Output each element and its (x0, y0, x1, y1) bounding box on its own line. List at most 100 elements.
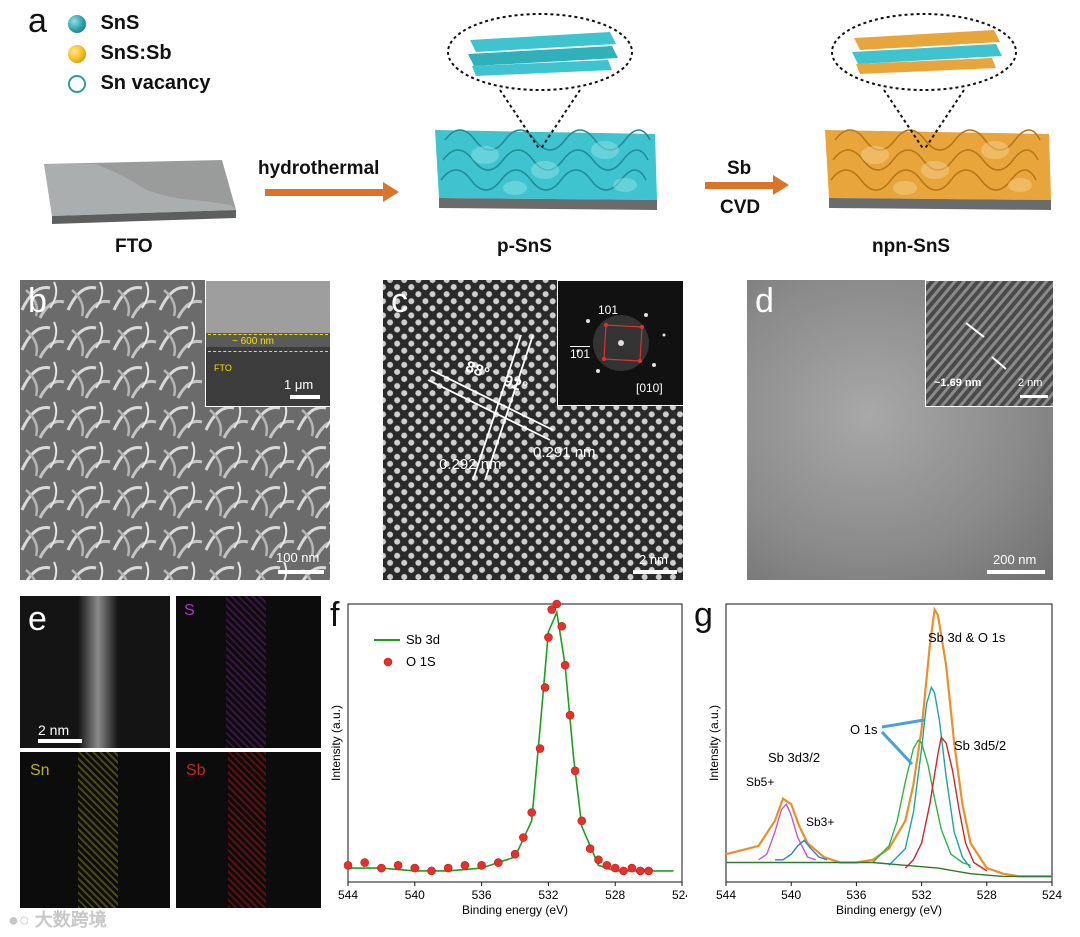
data-point (635, 866, 645, 876)
legend-label-sb3d: Sb 3d (406, 632, 440, 647)
data-point (393, 861, 403, 870)
hrtem-scale-bar (633, 570, 677, 574)
x-tick-label: 536 (472, 888, 492, 902)
panel-a-label: a (28, 2, 47, 40)
eds-sb-label: Sb (186, 762, 206, 779)
data-point (552, 599, 562, 609)
data-point (560, 660, 570, 670)
watermark-logo: ●○ 大数跨境 (8, 910, 107, 930)
x-axis-label: Binding energy (eV) (462, 903, 568, 917)
data-point (343, 861, 353, 870)
legend-sns: SnS (68, 12, 139, 35)
npn-sns-zoom-bubble (831, 13, 1017, 151)
x-tick-label: 528 (605, 888, 625, 902)
tem-inset: ~1.69 nm 2 nm (925, 280, 1053, 407)
arrow1-shaft (265, 189, 383, 196)
fto-substrate (44, 160, 236, 224)
eds-map-sb: Sb (176, 752, 321, 908)
data-point (557, 621, 567, 631)
series-line (726, 861, 1052, 878)
x-tick-label: 528 (977, 888, 997, 902)
p-sns-film (435, 129, 657, 210)
sem-scale-text: 100 nm (276, 550, 320, 565)
tem-image: d ~1.69 nm 2 nm 200 nm (747, 280, 1053, 580)
legend-snssb: SnS:Sb (68, 42, 172, 65)
o1s-arrow-2 (880, 730, 914, 766)
data-point (410, 863, 420, 873)
tem-scale-text: 200 nm (993, 552, 1037, 567)
series-line (774, 839, 828, 861)
fft-zone-axis: [010] (636, 381, 663, 395)
fringe-spacing-label: ~1.69 nm (934, 377, 982, 389)
annotation-sb3plus: Sb3+ (806, 815, 834, 829)
x-tick-label: 536 (846, 888, 866, 902)
fft-inset: 101 101 [010] (557, 280, 683, 406)
x-tick-label: 524 (672, 888, 687, 902)
data-point (460, 861, 470, 870)
arrow2-label-top: Sb (727, 158, 752, 179)
x-tick-label: 544 (338, 888, 358, 902)
data-point (594, 855, 603, 865)
sem-image: b ~ 600 nm FTO 1 μm 100 nm (20, 280, 330, 580)
data-point (547, 605, 557, 614)
arrow2-label-bottom: CVD (720, 197, 761, 218)
data-point (570, 766, 580, 776)
npn-sns-film (825, 129, 1051, 210)
data-point (535, 744, 545, 753)
plot-frame (725, 603, 1053, 883)
y-axis-label: Intensity (a.u.) (707, 705, 721, 781)
data-point (619, 866, 628, 876)
panel-f-label: f (330, 596, 340, 634)
data-point (527, 808, 536, 817)
fft-pattern (576, 313, 666, 373)
tem-inset-fringes (926, 281, 1053, 406)
fft-spot-1bar01: 101 (570, 347, 591, 361)
data-point (627, 863, 637, 873)
arrow1-label: hydrothermal (258, 158, 380, 179)
panel-e-label: e (28, 600, 47, 638)
data-point (585, 844, 595, 853)
tem-inset-scale-text: 2 nm (1018, 377, 1043, 389)
sem-cross-section-inset: ~ 600 nm FTO 1 μm (205, 280, 330, 407)
snssb-sphere-icon (68, 44, 86, 63)
hrtem-image: c 88° 92° 0.292 nm 0.291 nm 101 101 [010… (383, 280, 683, 580)
series-line (904, 735, 988, 872)
vacancy-circle-icon (68, 74, 86, 93)
data-point (519, 833, 528, 842)
data-point (577, 816, 587, 826)
tem-scale-bar (987, 570, 1045, 574)
data-point (602, 861, 612, 870)
data-point (427, 866, 436, 876)
plot-frame (347, 603, 683, 883)
haadf-scale-bar (38, 739, 82, 743)
panel-d-label: d (755, 282, 774, 320)
arrow1-head-icon (383, 182, 399, 202)
panel-g-label: g (694, 596, 713, 634)
x-tick-label: 544 (716, 888, 736, 902)
data-point (540, 683, 550, 692)
x-tick-label: 540 (405, 888, 425, 902)
annotation-sb3d52: Sb 3d5/2 (954, 738, 1006, 753)
fft-spot-101: 101 (598, 303, 619, 317)
d-spacing-1-label: 0.292 nm (439, 456, 502, 473)
haadf-scale-text: 2 nm (38, 722, 70, 738)
legend-snssb-label: SnS:Sb (100, 42, 172, 64)
sns-sphere-icon (68, 14, 86, 33)
data-point (610, 863, 620, 873)
data-point (565, 710, 575, 720)
series-line (348, 609, 674, 872)
legend-label-o1s: O 1S (406, 654, 436, 669)
data-point (544, 633, 553, 642)
hrtem-scale-text: 2 nm (639, 552, 668, 567)
d-spacing-2-label: 0.291 nm (533, 444, 596, 461)
p-sns-caption: p-SnS (497, 236, 552, 257)
data-point (644, 866, 653, 876)
eds-sn-label: Sn (30, 762, 50, 779)
panel-c-label: c (391, 282, 408, 320)
xps-chart-g: 544 540 536 532 528 524 Binding energy (eV) Int… (707, 603, 1062, 917)
legend-marker-o1s (383, 657, 393, 667)
x-tick-label: 532 (538, 888, 558, 902)
annotation-sb5plus: Sb5+ (746, 775, 774, 789)
o1s-arrow-1 (881, 718, 925, 729)
tem-inset-scale-bar (1020, 395, 1048, 398)
